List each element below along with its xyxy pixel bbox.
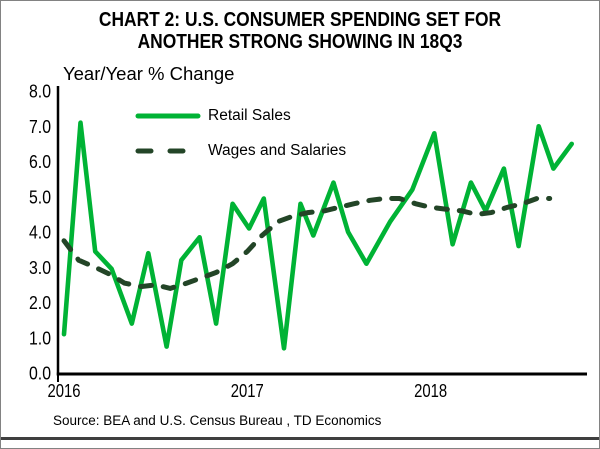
x-tick-label: 2017 bbox=[231, 381, 264, 401]
bottom-rule bbox=[1, 437, 599, 440]
x-tick-label: 2016 bbox=[48, 381, 81, 401]
y-tick-label: 8.0 bbox=[29, 82, 51, 102]
retail-sales-line bbox=[61, 120, 574, 351]
y-tick-label: 7.0 bbox=[29, 117, 51, 137]
y-tick-label: 3.0 bbox=[29, 258, 51, 278]
x-tick-label: 2018 bbox=[414, 381, 447, 401]
y-tick-label: 5.0 bbox=[29, 187, 51, 207]
wages-salaries-line bbox=[61, 196, 553, 291]
y-axis-tick-labels: 8.0 7.0 6.0 5.0 4.0 3.0 2.0 1.0 0.0 bbox=[29, 82, 51, 384]
x-axis-tick-labels: 2016 2017 2018 bbox=[48, 381, 448, 401]
y-tick-label: 1.0 bbox=[29, 328, 51, 348]
chart-title: CHART 2: U.S. CONSUMER SPENDING SET FOR … bbox=[40, 9, 560, 53]
axis-units-label: Year/Year % Change bbox=[63, 63, 235, 84]
y-tick-label: 0.0 bbox=[29, 364, 51, 384]
legend-retail-label: Retail Sales bbox=[208, 107, 291, 124]
legend-wages-label: Wages and Salaries bbox=[208, 142, 347, 159]
chart-title-line-1: CHART 2: U.S. CONSUMER SPENDING SET FOR bbox=[98, 9, 502, 31]
y-tick-label: 2.0 bbox=[29, 293, 51, 313]
y-tick-label: 6.0 bbox=[29, 152, 51, 172]
chart-title-line-2: ANOTHER STRONG SHOWING IN 18Q3 bbox=[137, 31, 463, 53]
source-note: Source: BEA and U.S. Census Bureau , TD … bbox=[53, 413, 382, 428]
y-tick-label: 4.0 bbox=[29, 223, 51, 243]
